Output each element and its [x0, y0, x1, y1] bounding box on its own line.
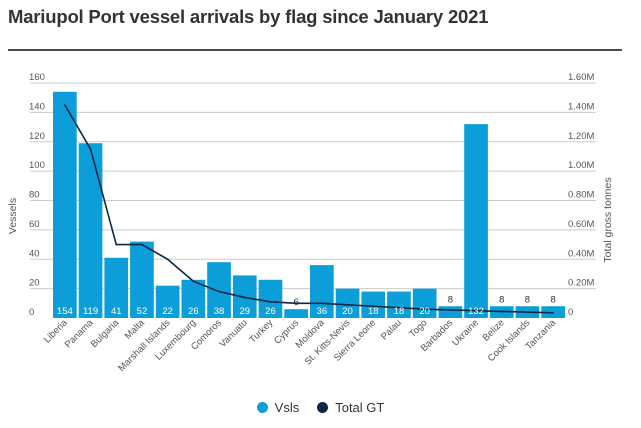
y-tick-label: 80 [29, 190, 40, 201]
data-label: 6 [294, 297, 299, 308]
y2-axis-title: Total gross tonnes [602, 177, 614, 262]
data-label: 20 [419, 306, 430, 317]
total-gt-point [398, 306, 400, 309]
total-gt-point [295, 302, 297, 305]
total-gt-point [372, 305, 375, 308]
legend-item-vsls[interactable]: Vsls [256, 400, 300, 415]
data-label: 26 [265, 306, 276, 317]
data-label: 119 [83, 306, 98, 317]
y2-tick-label: 0.20M [568, 278, 594, 289]
y2-tick-label: 1.00M [568, 160, 594, 171]
total-gt-line [64, 104, 554, 314]
y-tick-label: 40 [29, 248, 40, 259]
y-tick-label: 160 [29, 72, 45, 83]
y2-tick-label: 0.40M [568, 248, 594, 259]
y-tick-label: 120 [29, 131, 45, 142]
bar [78, 143, 103, 318]
total-gt-point [475, 309, 477, 312]
data-label: 52 [137, 306, 148, 317]
data-label: 8 [525, 294, 530, 305]
bar [361, 291, 386, 318]
x-tick-label: Vanuatu [217, 318, 249, 350]
y-axis-title: Vessels [7, 198, 19, 234]
y-tick-label: 0 [29, 307, 34, 318]
data-label: 41 [111, 306, 122, 317]
legend-marker-total-gt [317, 402, 329, 413]
y2-tick-label: 1.60M [568, 72, 594, 83]
total-gt-point [500, 310, 503, 313]
bar [258, 279, 283, 318]
total-gt-point [192, 280, 195, 283]
bar [104, 257, 129, 318]
x-tick-label: Togo [407, 318, 429, 340]
chart-legend: Vsls Total GT [0, 400, 641, 415]
data-label: 132 [468, 306, 484, 317]
data-label: 29 [239, 306, 250, 317]
x-tick-label: Ukraine [450, 318, 481, 349]
data-label: 20 [342, 306, 353, 317]
x-tick-label: Bulgaria [89, 317, 122, 350]
bar [310, 265, 334, 318]
x-tick-label: Palau [379, 318, 404, 343]
y2-tick-label: 0.60M [568, 219, 594, 230]
legend-marker-vsls [256, 402, 268, 413]
data-label: 26 [188, 306, 199, 317]
legend-label-vsls: Vsls [274, 400, 300, 415]
y2-tick-label: 0 [568, 307, 573, 318]
data-label: 22 [162, 306, 173, 317]
total-gt-point [526, 311, 529, 313]
chart-title: Mariupol Port vessel arrivals by flag si… [8, 6, 489, 27]
total-gt-point [423, 308, 426, 310]
bar [412, 288, 437, 318]
legend-label-total-gt: Total GT [335, 400, 385, 415]
total-gt-point [218, 290, 220, 293]
bar [335, 288, 360, 318]
bar [155, 285, 180, 318]
data-label: 18 [368, 306, 379, 317]
bar [464, 124, 488, 318]
y-tick-label: 20 [29, 278, 40, 289]
bar [387, 291, 411, 318]
y-tick-label: 60 [29, 219, 40, 230]
total-gt-point [269, 301, 272, 303]
data-label: 8 [551, 294, 556, 305]
total-gt-point [243, 296, 246, 299]
total-gt-point [64, 104, 66, 106]
total-gt-point [552, 312, 554, 314]
y-tick-label: 100 [29, 160, 45, 171]
bar [207, 262, 231, 318]
x-tick-label: Turkey [247, 317, 275, 345]
y-tick-label: 140 [29, 101, 45, 112]
y2-tick-label: 0.80M [568, 190, 594, 201]
bar [181, 279, 206, 318]
data-label: 154 [57, 306, 73, 317]
bar [438, 306, 463, 318]
bar [284, 309, 308, 318]
data-label: 18 [394, 306, 405, 317]
vessel-arrivals-chart: 154 119 41 52 22 26 38 29 26 6 36 20 18 18 20 8 132 8 8 8 0… [7, 72, 614, 374]
total-gt-point [449, 309, 452, 311]
y2-tick-label: 1.20M [568, 131, 594, 142]
data-label: 8 [448, 294, 453, 305]
bar [53, 91, 77, 318]
legend-item-total-gt[interactable]: Total GT [317, 400, 384, 415]
title-rule [8, 49, 622, 51]
total-gt-point [321, 302, 323, 305]
data-label: 38 [214, 306, 225, 317]
total-gt-point [89, 148, 92, 150]
data-label: 8 [499, 294, 504, 305]
total-gt-point [346, 303, 349, 306]
total-gt-point [115, 243, 118, 246]
data-label: 36 [317, 306, 328, 317]
total-gt-point [166, 258, 169, 261]
bar [130, 241, 154, 318]
total-gt-point [141, 243, 143, 246]
y2-tick-label: 1.40M [568, 101, 594, 112]
